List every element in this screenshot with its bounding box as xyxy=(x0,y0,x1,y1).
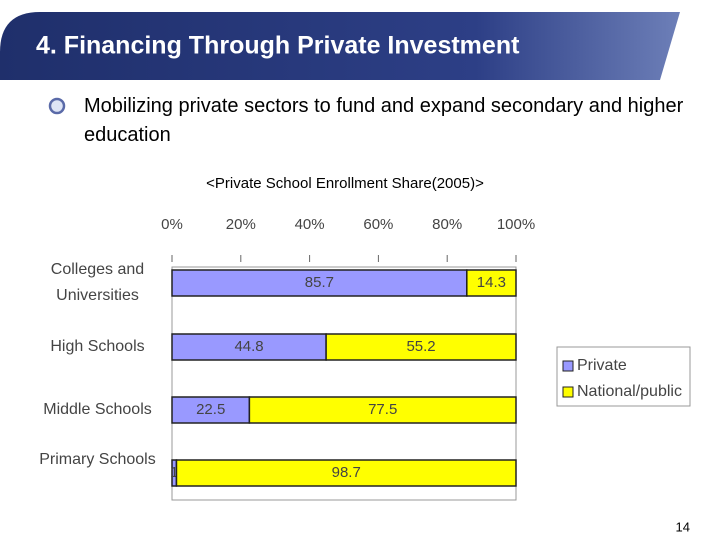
legend-label: National/public xyxy=(577,383,682,400)
chart-title: <Private School Enrollment Share(2005)> xyxy=(206,175,484,192)
data-label: 77.5 xyxy=(368,401,397,418)
data-label: 14.3 xyxy=(477,274,506,291)
slide-title: 4. Financing Through Private Investment xyxy=(36,32,520,60)
bar-segment xyxy=(248,396,517,424)
bar-segment xyxy=(171,269,468,297)
bar-segment xyxy=(171,396,251,424)
bullet-box: Mobilizing private sectors to fund and e… xyxy=(84,95,684,146)
data-label: 98.7 xyxy=(332,464,361,481)
bar-segment xyxy=(175,459,517,487)
x-tick-label: 40% xyxy=(295,216,325,233)
page-number: 14 xyxy=(676,519,690,534)
legend-swatch xyxy=(562,386,574,398)
bar-segment xyxy=(466,269,517,297)
x-tick-label: 20% xyxy=(226,216,256,233)
bar-segment xyxy=(171,333,327,361)
title-banner xyxy=(0,12,680,80)
bar-segment xyxy=(325,333,517,361)
data-label: 44.8 xyxy=(234,338,263,355)
category-label: Middle Schools xyxy=(43,401,152,418)
category-label: Primary Schools xyxy=(39,451,156,468)
legend xyxy=(556,346,691,407)
bullet-text: Mobilizing private sectors to fund and e… xyxy=(84,95,684,146)
x-tick-label: 80% xyxy=(432,216,462,233)
data-label: 85.7 xyxy=(305,274,334,291)
category-label: Colleges and Universities xyxy=(50,261,145,304)
x-tick-label: 60% xyxy=(363,216,393,233)
x-tick-label: 100% xyxy=(497,216,535,233)
x-tick-label: 0% xyxy=(161,216,183,233)
category-label: High Schools xyxy=(50,338,145,355)
bullet-icon xyxy=(48,97,66,115)
legend-label: Private xyxy=(577,357,627,374)
legend-swatch xyxy=(562,360,574,372)
data-label: 22.5 xyxy=(196,401,225,418)
data-label: 55.2 xyxy=(406,338,435,355)
